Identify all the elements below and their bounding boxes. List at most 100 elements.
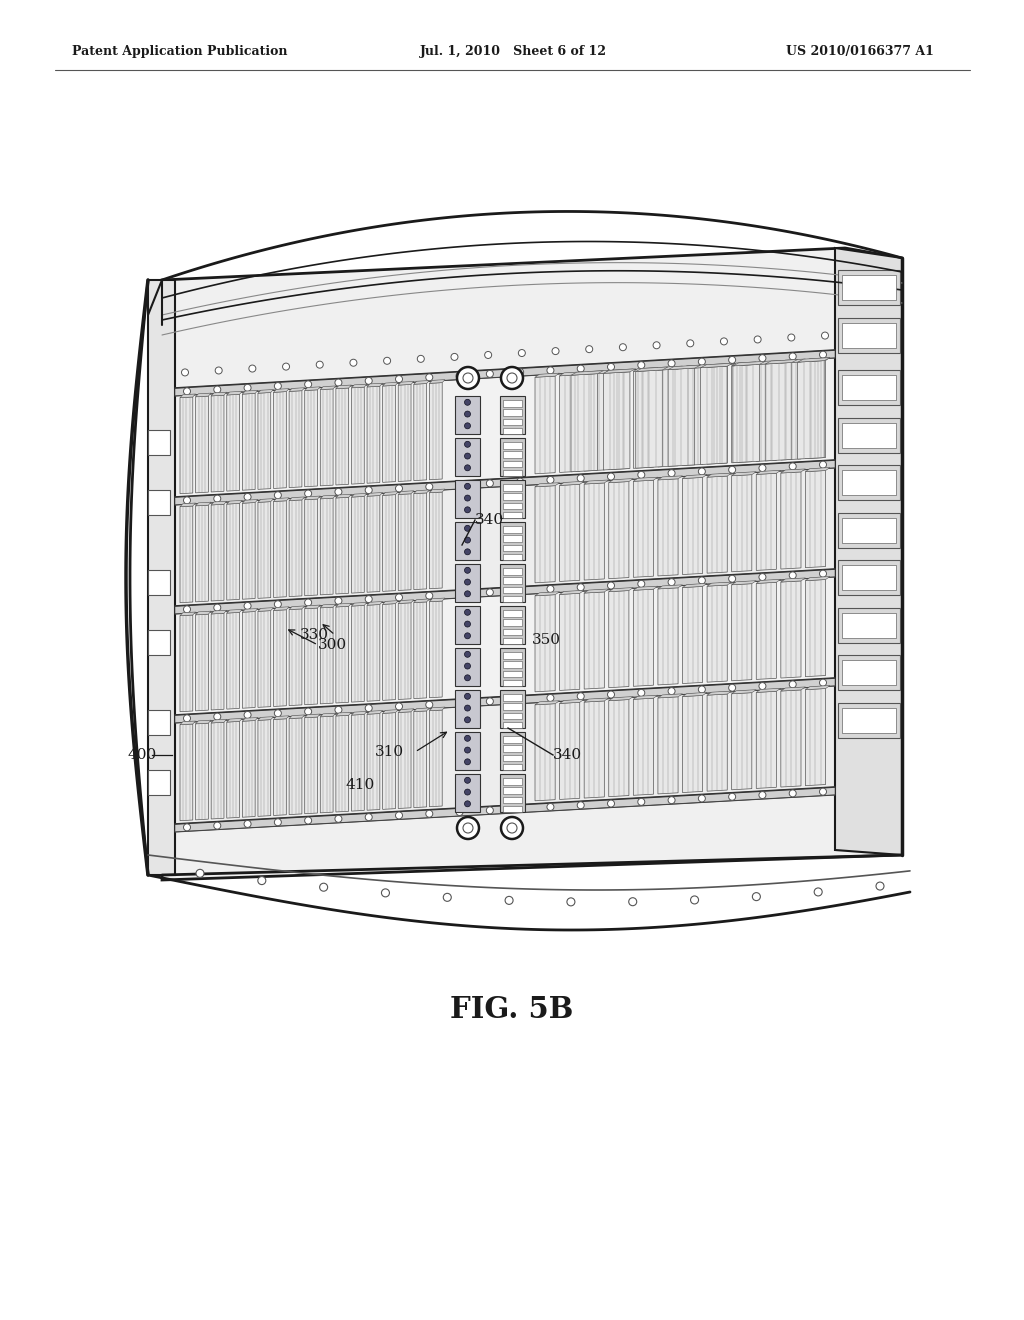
Polygon shape xyxy=(429,383,442,479)
Polygon shape xyxy=(503,503,522,510)
Polygon shape xyxy=(148,570,170,595)
Polygon shape xyxy=(196,721,211,723)
Polygon shape xyxy=(503,704,522,710)
Polygon shape xyxy=(226,391,243,395)
Polygon shape xyxy=(559,593,580,690)
Circle shape xyxy=(759,355,766,362)
Circle shape xyxy=(790,463,797,470)
Polygon shape xyxy=(226,722,240,818)
Circle shape xyxy=(547,586,554,593)
Polygon shape xyxy=(226,610,243,612)
Circle shape xyxy=(759,682,766,689)
Circle shape xyxy=(465,759,470,764)
Polygon shape xyxy=(503,755,522,760)
Polygon shape xyxy=(732,581,757,585)
Polygon shape xyxy=(243,499,258,503)
Polygon shape xyxy=(535,483,559,487)
Polygon shape xyxy=(571,371,603,375)
Polygon shape xyxy=(398,494,411,590)
Polygon shape xyxy=(148,280,175,875)
Polygon shape xyxy=(633,589,653,686)
Circle shape xyxy=(366,813,372,821)
Polygon shape xyxy=(657,694,683,698)
Circle shape xyxy=(698,469,706,475)
Polygon shape xyxy=(226,503,240,601)
Circle shape xyxy=(183,715,190,722)
Polygon shape xyxy=(603,372,630,470)
Polygon shape xyxy=(838,318,900,352)
Polygon shape xyxy=(608,700,629,797)
Polygon shape xyxy=(708,582,732,586)
Polygon shape xyxy=(414,384,427,480)
Circle shape xyxy=(517,587,523,594)
Circle shape xyxy=(578,366,585,372)
Polygon shape xyxy=(273,610,287,706)
Polygon shape xyxy=(503,619,522,626)
Polygon shape xyxy=(289,609,302,706)
Circle shape xyxy=(465,801,470,807)
Circle shape xyxy=(214,822,221,829)
Polygon shape xyxy=(633,698,653,796)
Polygon shape xyxy=(211,395,224,492)
Circle shape xyxy=(547,804,554,810)
Polygon shape xyxy=(732,362,757,366)
Polygon shape xyxy=(336,385,351,388)
Polygon shape xyxy=(211,504,224,601)
Text: Patent Application Publication: Patent Application Publication xyxy=(72,45,288,58)
Polygon shape xyxy=(336,388,348,484)
Polygon shape xyxy=(842,470,896,495)
Polygon shape xyxy=(180,503,196,507)
Polygon shape xyxy=(243,393,255,490)
Polygon shape xyxy=(305,609,317,705)
Polygon shape xyxy=(535,701,559,705)
Polygon shape xyxy=(175,569,835,614)
Polygon shape xyxy=(757,474,776,570)
Circle shape xyxy=(244,602,251,610)
Polygon shape xyxy=(633,480,653,577)
Polygon shape xyxy=(243,718,258,721)
Polygon shape xyxy=(367,492,383,496)
Circle shape xyxy=(465,483,470,490)
Circle shape xyxy=(426,701,433,709)
Circle shape xyxy=(620,343,627,351)
Polygon shape xyxy=(584,591,604,689)
Polygon shape xyxy=(305,714,321,718)
Polygon shape xyxy=(305,387,321,391)
Circle shape xyxy=(501,817,523,840)
Circle shape xyxy=(395,812,402,818)
Polygon shape xyxy=(211,610,226,614)
Polygon shape xyxy=(781,469,806,473)
Circle shape xyxy=(668,578,675,586)
Polygon shape xyxy=(383,383,398,385)
Polygon shape xyxy=(757,579,781,583)
Circle shape xyxy=(335,598,342,605)
Circle shape xyxy=(215,367,222,374)
Polygon shape xyxy=(196,723,208,820)
Circle shape xyxy=(465,399,470,405)
Circle shape xyxy=(790,352,797,360)
Circle shape xyxy=(486,807,494,814)
Circle shape xyxy=(457,367,479,389)
Polygon shape xyxy=(455,774,480,812)
Circle shape xyxy=(787,334,795,341)
Polygon shape xyxy=(258,392,270,490)
Polygon shape xyxy=(503,527,522,532)
Polygon shape xyxy=(414,602,427,698)
Polygon shape xyxy=(503,779,522,784)
Polygon shape xyxy=(842,612,896,638)
Polygon shape xyxy=(196,502,211,506)
Polygon shape xyxy=(196,506,208,602)
Polygon shape xyxy=(806,470,825,568)
Polygon shape xyxy=(273,719,287,816)
Polygon shape xyxy=(351,387,365,484)
Circle shape xyxy=(653,342,660,348)
Polygon shape xyxy=(455,396,480,434)
Circle shape xyxy=(465,705,470,711)
Polygon shape xyxy=(503,577,522,583)
Polygon shape xyxy=(455,648,480,686)
Polygon shape xyxy=(383,491,398,495)
Polygon shape xyxy=(398,709,414,713)
Polygon shape xyxy=(503,418,522,425)
Circle shape xyxy=(567,898,574,906)
Polygon shape xyxy=(367,602,383,606)
